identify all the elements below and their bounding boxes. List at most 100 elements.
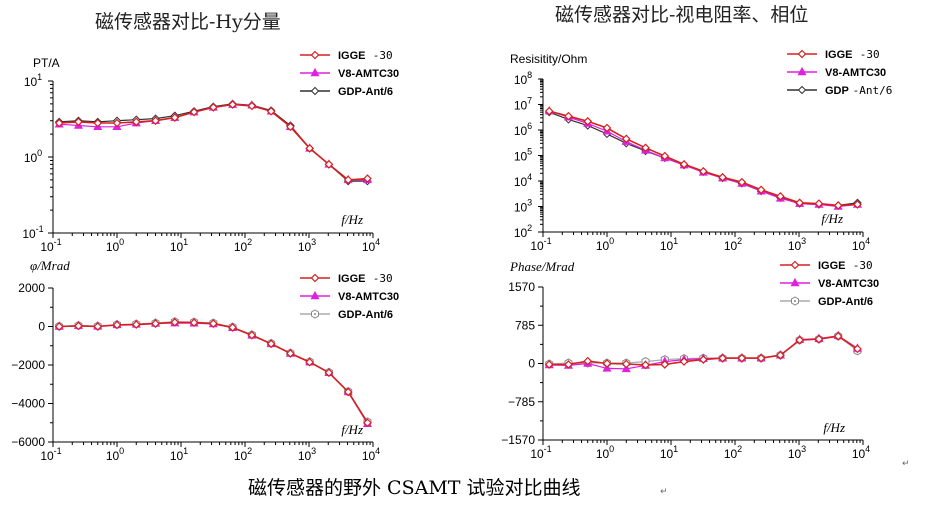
x-tick-label: 102 [234, 446, 252, 463]
right-heading: 磁传感器对比-视电阻率、相位 [555, 4, 808, 26]
x-tick-label: 103 [298, 446, 316, 463]
data-point-igge [602, 123, 612, 133]
data-point-igge [208, 103, 218, 112]
v8-legend: V8-AMTC30 [780, 277, 879, 290]
x-axis-label: f/Hz [823, 420, 845, 435]
legend-marker [790, 277, 800, 287]
gdp-legend: GDP-Ant/6 [787, 84, 892, 97]
data-point-igge [324, 160, 334, 169]
y-tick-label: −6000 [11, 435, 45, 449]
legend-marker [797, 49, 807, 59]
data-point-igge [286, 349, 295, 358]
data-point-igge [737, 353, 747, 363]
chart-2: 10-1 100 101 102 103 104 102 103 104 105 106 107 108… [510, 48, 892, 253]
data-point-igge [853, 200, 862, 209]
x-tick-label: 10-1 [40, 446, 61, 463]
x-tick-label: 102 [724, 444, 742, 461]
legend-marker [310, 50, 320, 60]
x-tick-label: 101 [660, 236, 678, 253]
data-point-igge [228, 100, 237, 109]
legend-marker [310, 290, 320, 300]
data-point-igge [718, 172, 727, 182]
x-tick-label: 101 [660, 444, 678, 461]
x-tick-label: 101 [170, 446, 188, 463]
y-tick-label: 103 [514, 198, 532, 215]
x-tick-label: 101 [170, 237, 188, 254]
data-point-igge [131, 117, 141, 127]
data-point-igge [93, 118, 103, 128]
data-point-igge [795, 198, 805, 208]
series-line-gdp-ant6 [59, 103, 368, 182]
data-point-igge [679, 357, 689, 366]
gdp-legend: GDP-Ant/6 [780, 296, 873, 308]
x-tick-label: 100 [106, 237, 124, 254]
x-tick-label: 10-1 [530, 236, 551, 253]
data-point-igge [228, 323, 237, 332]
data-point-igge [286, 122, 295, 132]
data-point-igge [54, 118, 64, 128]
x-tick-label: 104 [852, 236, 870, 253]
data-point-igge [151, 319, 160, 328]
igge-legend: IGGE -30 [300, 49, 393, 62]
x-tick-label: 100 [596, 236, 614, 253]
paragraph-mark: ↵ [902, 459, 910, 469]
data-point-igge [660, 360, 670, 369]
x-tick-label: 104 [852, 444, 870, 461]
legend-label: GDP [825, 85, 849, 97]
gdp-legend: GDP-Ant/6 [300, 86, 393, 98]
data-point-igge [363, 418, 372, 428]
chart-3: 10-1 100 101 102 103 104 2000 0 −2000 −4000 −6000 φ… [11, 258, 399, 463]
data-point-igge [641, 360, 650, 370]
x-tick-label: 10-1 [40, 237, 61, 254]
legend-marker [310, 273, 320, 283]
y-tick-label: 100 [24, 148, 42, 165]
legend-marker [797, 85, 807, 95]
y-tick-label: −2000 [11, 358, 45, 372]
data-point-igge [814, 334, 824, 344]
legend-marker [790, 260, 800, 270]
y-tick-label: 106 [514, 121, 532, 138]
y-axis-label: PT/A [33, 56, 60, 70]
data-point-igge [112, 118, 122, 128]
data-point-igge [74, 117, 83, 127]
x-tick-label: 103 [788, 444, 806, 461]
x-tick-label: 10-1 [530, 444, 551, 461]
data-point-igge [305, 143, 315, 153]
legend-marker-center [794, 300, 796, 302]
legend-marker [797, 66, 807, 76]
series-line-igge [59, 103, 368, 181]
x-axis-label: f/Hz [821, 211, 843, 226]
x-axis-label: f/Hz [341, 422, 363, 437]
igge-legend: IGGE -30 [300, 272, 393, 285]
data-point-igge [208, 319, 218, 328]
data-point-igge [564, 111, 573, 121]
y-tick-label: 108 [514, 70, 532, 87]
data-point-igge [112, 320, 122, 330]
data-point-igge [698, 166, 708, 176]
figure-caption: 磁传感器的野外 CSAMT 试验对比曲线 [248, 477, 580, 499]
y-axis-label: φ/Mrad [30, 258, 70, 273]
legend-label-suffix: -30 [853, 259, 873, 272]
data-point-igge [151, 116, 160, 126]
y-tick-label: 2000 [18, 281, 45, 295]
v8-legend: V8-AMTC30 [300, 67, 399, 80]
x-tick-label: 102 [724, 236, 742, 253]
data-point-igge [266, 339, 276, 349]
paragraph-mark-caption: ↵ [660, 487, 668, 497]
data-point-igge [189, 318, 199, 327]
data-point-igge [266, 106, 276, 116]
y-axis-label: Resisitity/Ohm [510, 52, 587, 66]
legend-label: GDP-Ant/6 [338, 309, 393, 321]
igge-legend: IGGE -30 [787, 48, 880, 61]
y-tick-label: 0 [38, 320, 45, 334]
data-point-igge [853, 344, 862, 354]
y-tick-label: −4000 [11, 397, 45, 411]
chart-4: 10-1 100 101 102 103 104 1570 785 0 −785 −1570 Phas… [501, 259, 879, 461]
v8-legend: V8-AMTC30 [787, 66, 886, 79]
legend-marker [310, 67, 320, 77]
y-tick-label: −785 [508, 395, 535, 409]
data-point-igge [247, 101, 257, 111]
data-point-igge [170, 317, 180, 327]
y-tick-label: 10-1 [22, 224, 43, 241]
